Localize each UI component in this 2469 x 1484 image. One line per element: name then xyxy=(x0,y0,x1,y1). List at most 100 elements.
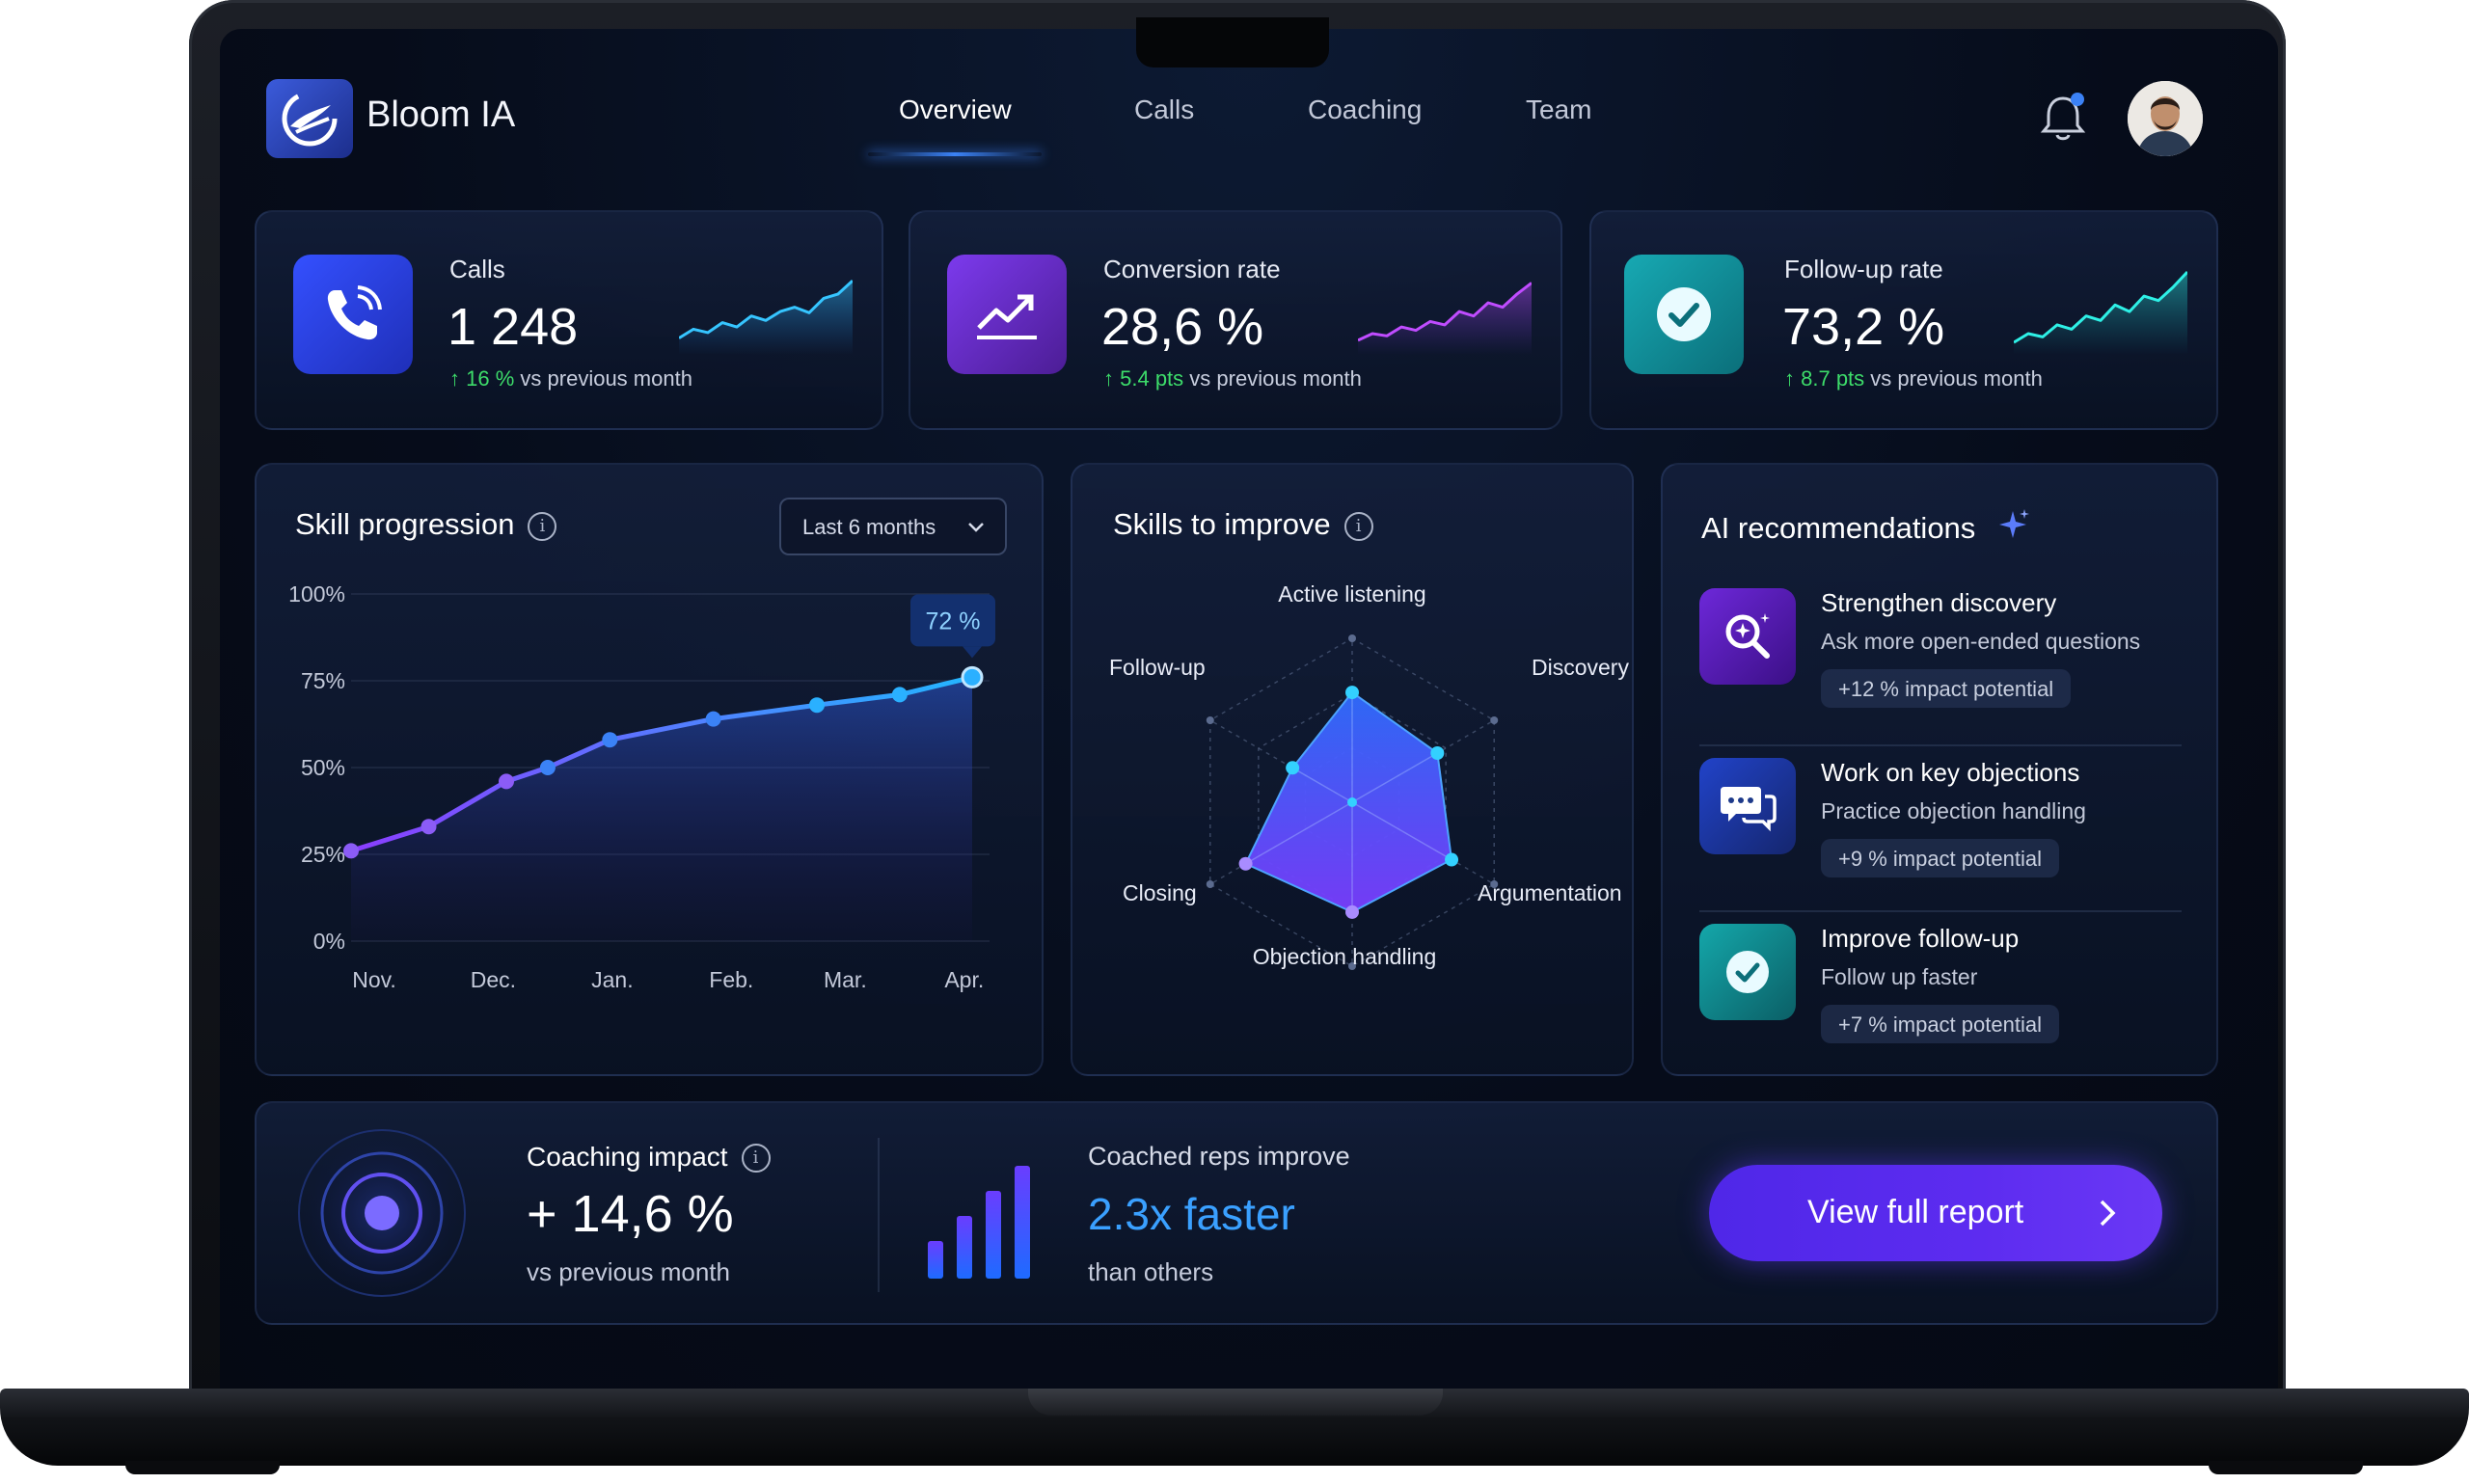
radar-point xyxy=(1345,904,1359,919)
kpi-value: 28,6 % xyxy=(1101,298,1264,356)
divider xyxy=(878,1138,880,1292)
kpi-delta-value: 16 % xyxy=(466,366,515,391)
radar-axis-label: Argumentation xyxy=(1478,880,1622,905)
kpi-card-conversion[interactable]: Conversion rate 28,6 % ↑ 5.4 pts vs prev… xyxy=(909,210,1562,430)
tab-overview[interactable]: Overview xyxy=(899,94,1012,124)
skills-to-improve-card: Skills to improve i Active listening Disco… xyxy=(1071,463,1634,1076)
radar-axis-end xyxy=(1490,716,1499,724)
info-icon[interactable]: i xyxy=(1343,512,1373,541)
coaching-impact-value: + 14,6 % xyxy=(527,1185,734,1243)
recommendation-title: Strengthen discovery xyxy=(1821,588,2057,617)
data-point xyxy=(539,760,556,775)
kpi-card-calls[interactable]: Calls 1 248 ↑ 16 % vs previous month xyxy=(255,210,883,430)
card-title: Skill progression i xyxy=(295,507,557,542)
radar-point xyxy=(1345,686,1359,700)
recommendation-title: Work on key objections xyxy=(1821,758,2080,787)
recommendation-item[interactable]: Strengthen discovery Ask more open-ended… xyxy=(1699,588,2182,733)
radar-axis-label: Follow-up xyxy=(1109,655,1206,680)
app-name: Bloom IA xyxy=(366,94,516,135)
chat-bubbles-icon xyxy=(1699,758,1796,854)
sparkline-line xyxy=(2014,270,2187,344)
recommendation-subtitle: Practice objection handling xyxy=(1821,798,2086,823)
radar-inner-line xyxy=(1351,801,1452,861)
kpi-delta-value: 5.4 pts xyxy=(1120,366,1184,391)
avatar[interactable] xyxy=(2128,81,2203,156)
x-tick-label: Apr. xyxy=(944,967,984,992)
coaching-impact-title: Coaching impact xyxy=(527,1142,728,1172)
tab-coaching[interactable]: Coaching xyxy=(1308,94,1423,124)
card-title: Skills to improve i xyxy=(1113,507,1373,542)
brand-logo[interactable] xyxy=(266,79,353,158)
laptop-opening-lip xyxy=(1028,1389,1443,1416)
kpi-delta-suffix: vs previous month xyxy=(1870,366,2043,391)
impact-badge: +12 % impact potential xyxy=(1821,669,2072,708)
recommendation-item[interactable]: Improve follow-up Follow up faster +7 % … xyxy=(1699,924,2182,1068)
data-point xyxy=(961,665,984,688)
radar-axis-end xyxy=(1490,880,1499,888)
info-icon[interactable]: i xyxy=(741,1144,771,1173)
y-tick-label: 75% xyxy=(301,668,345,693)
callout-label: 72 % xyxy=(926,607,981,634)
radar-axis-end xyxy=(1348,634,1356,642)
period-select-value: Last 6 months xyxy=(802,515,936,539)
callout-pointer xyxy=(963,646,982,659)
view-full-report-button[interactable]: View full report xyxy=(1709,1165,2162,1261)
radar-point xyxy=(1286,761,1300,775)
target-rings-icon xyxy=(293,1124,471,1302)
trend-up-icon xyxy=(947,255,1067,374)
kpi-value: 73,2 % xyxy=(1782,298,1945,356)
tab-calls[interactable]: Calls xyxy=(1134,94,1195,124)
data-point xyxy=(891,687,908,703)
info-icon[interactable]: i xyxy=(528,512,557,541)
tab-team[interactable]: Team xyxy=(1526,94,1592,124)
ai-recommendations-card: AI recommendations Strengthen discovery … xyxy=(1661,463,2218,1076)
notification-dot xyxy=(2071,93,2084,106)
data-point xyxy=(343,843,359,859)
app-screen: Bloom IA Overview Calls Coaching Team xyxy=(220,29,2278,1389)
kpi-delta-suffix: vs previous month xyxy=(520,366,692,391)
x-tick-label: Feb. xyxy=(709,967,753,992)
sparkline-line xyxy=(679,279,853,339)
bell-icon[interactable] xyxy=(2039,91,2087,145)
radar-center xyxy=(1347,797,1357,807)
period-select[interactable]: Last 6 months xyxy=(779,498,1007,555)
cta-label: View full report xyxy=(1807,1194,2024,1230)
arrow-up-icon: ↑ xyxy=(1103,366,1121,391)
radar-inner-line xyxy=(1245,801,1353,865)
arrow-up-icon: ↑ xyxy=(1784,366,1802,391)
check-circle-icon xyxy=(1699,924,1796,1020)
bar xyxy=(957,1216,972,1279)
coached-reps-caption: than others xyxy=(1088,1257,1214,1286)
card-title: AI recommendations xyxy=(1701,507,2030,546)
skills-to-improve-title: Skills to improve xyxy=(1113,507,1331,541)
data-point xyxy=(705,711,721,727)
camera-notch xyxy=(1136,17,1329,67)
divider xyxy=(1699,744,2182,746)
divider xyxy=(1699,910,2182,912)
x-tick-label: Jan. xyxy=(591,967,633,992)
laptop-foot xyxy=(125,1461,280,1474)
kpi-label: Follow-up rate xyxy=(1784,255,1943,283)
recommendation-item[interactable]: Work on key objections Practice objectio… xyxy=(1699,758,2182,903)
bird-logo-icon xyxy=(282,91,338,147)
data-point xyxy=(499,773,514,790)
kpi-card-follow-up[interactable]: Follow-up rate 73,2 % ↑ 8.7 pts vs previ… xyxy=(1589,210,2218,430)
skill-progression-chart: 0% 25% 50% 75% 100% Nov. Dec. Jan. Feb. Mar. Apr. 7… xyxy=(288,581,995,992)
kpi-delta-value: 8.7 pts xyxy=(1801,366,1865,391)
data-point xyxy=(809,697,825,714)
radar-point xyxy=(1238,856,1253,871)
data-point xyxy=(421,819,437,835)
sparkline-chart xyxy=(679,279,853,355)
y-tick-label: 100% xyxy=(288,581,345,607)
growth-bars-chart xyxy=(928,1166,1030,1279)
radar-axis-label: Objection handling xyxy=(1253,944,1437,969)
coaching-impact-label: Coaching impact i xyxy=(527,1142,771,1173)
x-tick-label: Mar. xyxy=(824,967,867,992)
magnify-sparkle-icon xyxy=(1699,588,1796,685)
kpi-delta: ↑ 16 % vs previous month xyxy=(449,366,692,391)
skill-progression-card: Skill progression i Last 6 months 0% 25% 50… xyxy=(255,463,1044,1076)
check-circle-icon xyxy=(1624,255,1744,374)
bar xyxy=(986,1191,1001,1279)
coaching-impact-caption: vs previous month xyxy=(527,1257,730,1286)
radar-inner-line xyxy=(1351,752,1438,803)
